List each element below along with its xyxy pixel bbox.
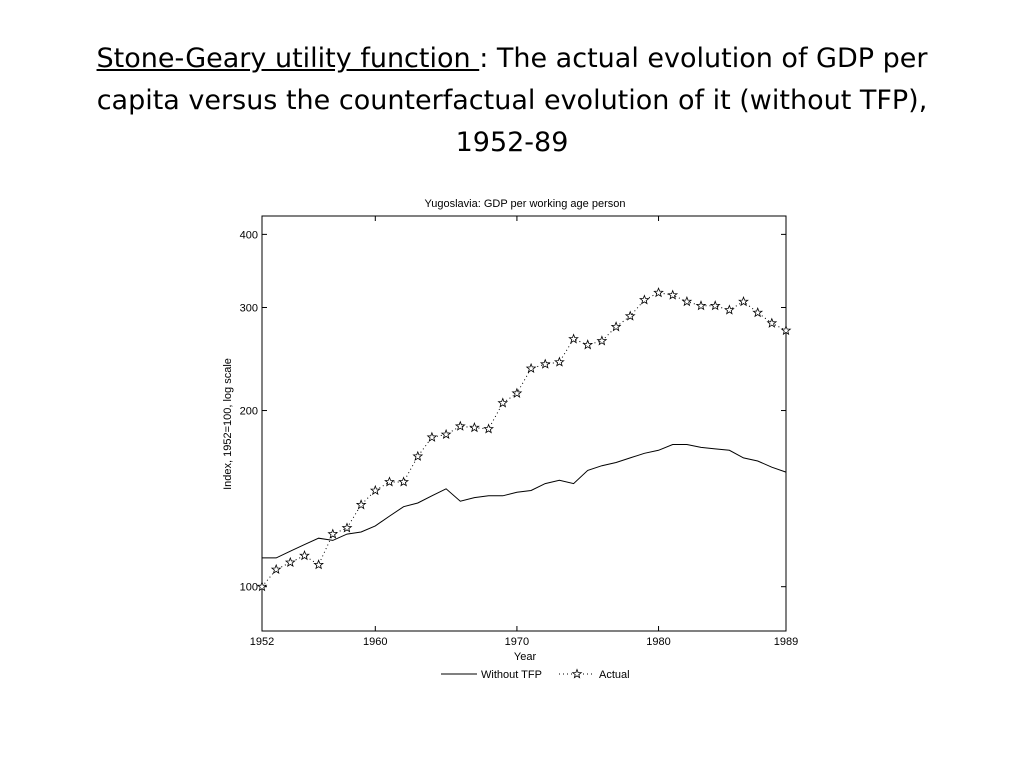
data-point-actual [525, 362, 537, 374]
data-point-actual [327, 528, 339, 539]
data-point-actual [554, 356, 565, 367]
data-point-actual [582, 339, 594, 350]
y-tick-label: 400 [240, 229, 258, 241]
data-point-actual [440, 428, 452, 440]
data-point-actual [511, 387, 523, 398]
series-line-1 [261, 292, 787, 588]
slide-title-underlined: Stone-Geary utility function [96, 43, 480, 74]
series-layer [256, 287, 792, 592]
data-point-actual [369, 484, 381, 496]
data-point-actual [568, 333, 579, 344]
data-point-actual [624, 310, 636, 321]
data-point-actual [539, 358, 551, 369]
data-point-actual [426, 431, 438, 442]
data-point-actual [270, 563, 282, 575]
data-point-actual [653, 287, 664, 298]
data-point-actual [299, 549, 310, 561]
data-point-actual [398, 476, 409, 487]
data-point-actual [752, 306, 764, 318]
y-tick-label: 200 [240, 406, 258, 418]
data-point-actual [681, 295, 693, 307]
data-point-actual [709, 300, 721, 311]
data-point-actual [355, 499, 367, 510]
data-point-actual [766, 317, 778, 328]
series-line-0 [262, 444, 787, 559]
legend: Without TFP Actual [441, 668, 630, 681]
data-point-actual [667, 289, 679, 300]
x-tick-label: 1960 [363, 636, 387, 648]
x-tick-label: 1989 [774, 636, 798, 648]
data-point-actual [497, 397, 509, 408]
data-point-actual [313, 559, 324, 570]
data-point-actual [639, 294, 650, 305]
legend-label-without-tfp: Without TFP [481, 669, 542, 681]
data-point-actual [341, 522, 353, 533]
data-point-actual [610, 321, 622, 332]
data-point-actual [412, 450, 424, 461]
data-point-actual [469, 421, 480, 433]
data-point-actual [483, 423, 494, 434]
data-point-actual [384, 476, 395, 487]
legend-label-actual: Actual [599, 669, 630, 681]
data-point-actual [724, 304, 735, 315]
y-tick-label: 100 [240, 582, 258, 594]
chart-title: Yugoslavia: GDP per working age person [425, 198, 626, 210]
x-tick-label: 1980 [646, 636, 670, 648]
axis-ticks: 1952 1960 1970 1980 1989 100 200 300 400 [240, 216, 798, 648]
x-tick-label: 1952 [250, 636, 274, 648]
y-tick-label: 300 [240, 302, 258, 314]
x-axis-label: Year [514, 651, 537, 663]
data-point-actual [256, 581, 268, 592]
data-point-actual [454, 420, 466, 431]
slide-title-rest: : The actual evolution of GDP per capita… [96, 43, 928, 158]
data-point-actual [284, 556, 296, 568]
data-point-actual [695, 300, 707, 311]
data-point-actual [780, 324, 792, 336]
data-point-actual [738, 295, 749, 307]
y-axis-label: Index, 1952=100, log scale [222, 358, 234, 490]
slide-title: Stone-Geary utility function : The actua… [60, 38, 964, 164]
plot-frame [261, 215, 787, 632]
legend-marker-actual [571, 668, 583, 679]
x-tick-label: 1970 [505, 636, 529, 648]
data-point-actual [596, 335, 608, 346]
